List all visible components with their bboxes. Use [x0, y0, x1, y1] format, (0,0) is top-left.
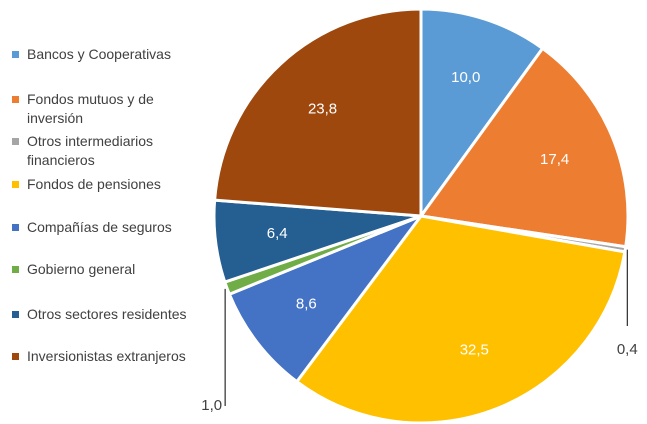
data-label: 32,5: [460, 342, 489, 359]
legend-label: Compañías de seguros: [27, 219, 172, 235]
data-label: 23,8: [308, 101, 337, 118]
data-label: 1,0: [201, 397, 222, 414]
pie-slice: [418, 46, 630, 249]
pie-slice: [213, 7, 423, 218]
pie-slice: [419, 7, 545, 221]
legend-item: Otros sectores residentes: [12, 305, 187, 324]
legend-label: Bancos y Cooperativas: [27, 46, 171, 62]
data-label: 10,0: [451, 69, 480, 86]
legend-label: Inversionistas extranjeros: [27, 348, 186, 364]
legend-swatch: [12, 353, 19, 360]
legend-swatch: [12, 266, 19, 273]
legend-swatch: [12, 96, 19, 103]
legend-label: Otros sectores residentes: [27, 306, 187, 322]
legend-label: Otros intermediarios financieros: [27, 133, 154, 168]
legend-swatch: [12, 51, 19, 58]
legend-item: Bancos y Cooperativas: [12, 45, 187, 64]
data-label: 6,4: [267, 225, 288, 242]
pie-slice: [227, 212, 426, 384]
legend-item: Inversionistas extranjeros: [12, 347, 187, 366]
legend-item: Fondos mutuos y de inversión: [12, 90, 187, 128]
data-label: 17,4: [540, 151, 569, 168]
legend-swatch: [12, 181, 19, 188]
legend-swatch: [12, 224, 19, 231]
legend-swatch: [12, 138, 19, 145]
pie-slice: [294, 214, 627, 424]
legend-item: Otros intermediarios financieros: [12, 132, 187, 170]
legend-swatch: [12, 311, 19, 318]
data-label: 8,6: [296, 296, 317, 313]
data-label: 0,4: [617, 341, 638, 358]
legend-item: Compañías de seguros: [12, 218, 187, 237]
legend-label: Fondos mutuos y de inversión: [27, 91, 154, 126]
legend-item: Fondos de pensiones: [12, 175, 187, 194]
legend-label: Gobierno general: [27, 261, 136, 277]
legend-item: Gobierno general: [12, 260, 187, 279]
legend-label: Fondos de pensiones: [27, 176, 161, 192]
